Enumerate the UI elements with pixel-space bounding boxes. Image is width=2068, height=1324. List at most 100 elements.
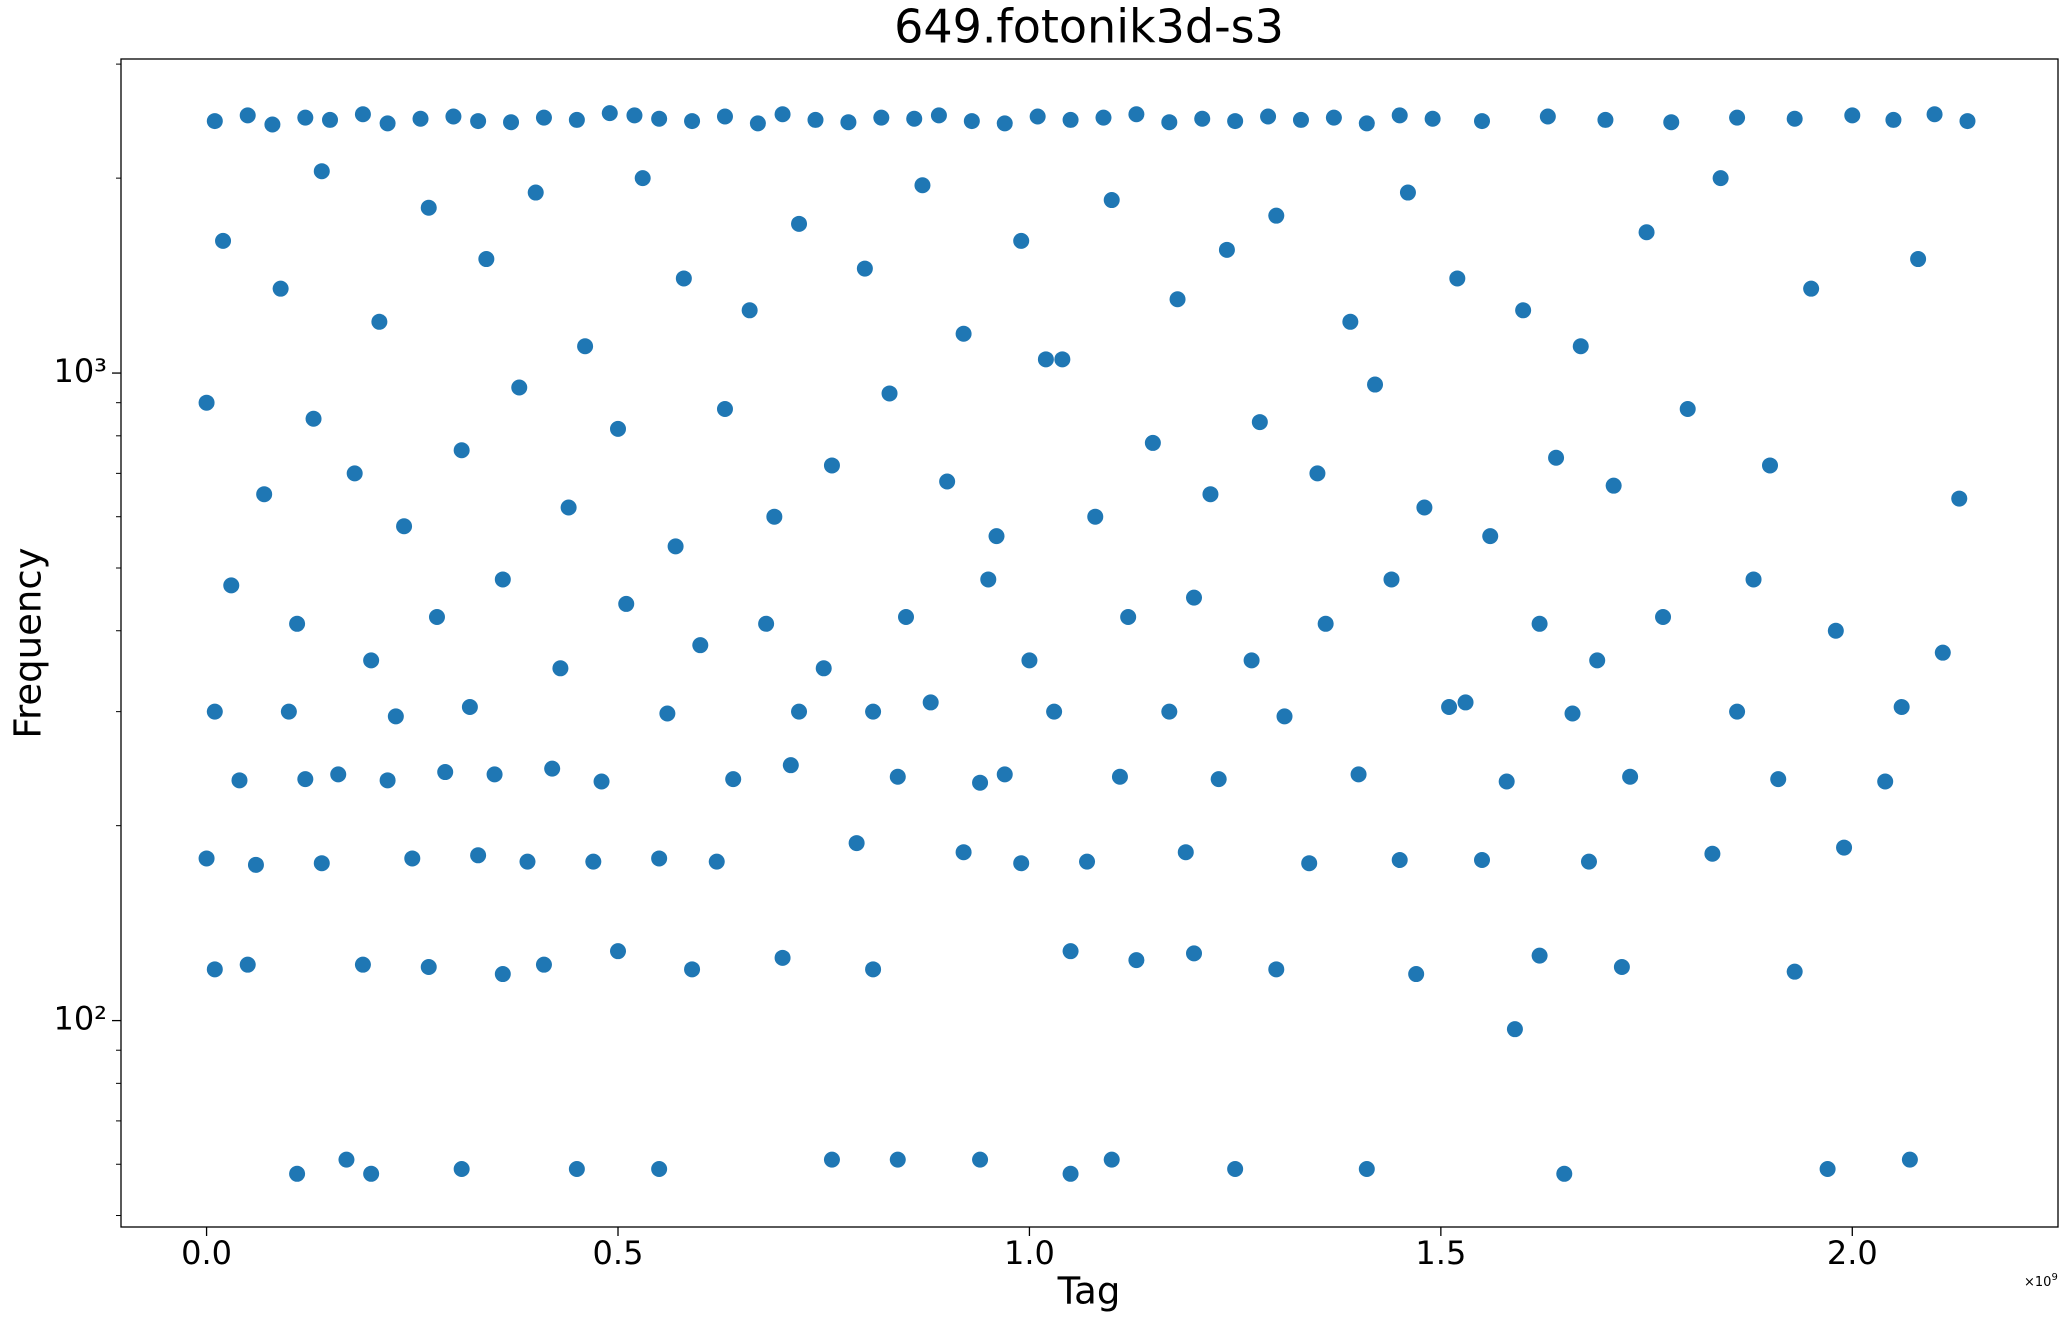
scatter-point	[223, 577, 240, 594]
scatter-point	[1819, 1160, 1836, 1177]
scatter-point	[585, 853, 602, 870]
scatter-point	[420, 958, 437, 975]
scatter-point	[684, 113, 701, 130]
scatter-point	[1613, 958, 1630, 975]
scatter-point	[1103, 1151, 1120, 1168]
scatter-point	[1062, 111, 1079, 128]
scatter-point	[1227, 1160, 1244, 1177]
scatter-point	[322, 111, 339, 128]
scatter-point	[651, 1160, 668, 1177]
scatter-point	[420, 199, 437, 216]
x-axis-label: Tag	[1057, 1270, 1121, 1313]
scatter-point	[1062, 1165, 1079, 1182]
scatter-point	[1506, 1021, 1523, 1038]
scatter-point	[470, 113, 487, 130]
scatter-point	[198, 850, 215, 867]
scatter-point	[289, 1165, 306, 1182]
scatter-point	[1227, 113, 1244, 130]
scatter-point	[1260, 108, 1277, 125]
scatter-point	[239, 107, 256, 124]
scatter-point	[980, 571, 997, 588]
scatter-point	[206, 113, 223, 130]
scatter-point	[1037, 351, 1054, 368]
scatter-point	[494, 966, 511, 983]
scatter-point	[371, 313, 388, 330]
scatter-point	[1144, 434, 1161, 451]
scatter-point	[774, 949, 791, 966]
scatter-point	[1877, 773, 1894, 790]
scatter-point	[305, 410, 322, 427]
scatter-point	[1844, 107, 1861, 124]
scatter-point	[1548, 449, 1565, 466]
y-tick-label: 10³	[53, 352, 107, 390]
scatter-point	[264, 116, 281, 133]
scatter-point	[972, 1151, 989, 1168]
scatter-point	[1177, 844, 1194, 861]
scatter-point	[1827, 622, 1844, 639]
scatter-point	[1663, 114, 1680, 131]
scatter-point	[297, 771, 314, 788]
scatter-point	[684, 961, 701, 978]
scatter-point	[1836, 839, 1853, 856]
scatter-point	[1383, 571, 1400, 588]
scatter-point	[865, 703, 882, 720]
scatter-point	[206, 703, 223, 720]
scatter-point	[470, 847, 487, 864]
x-tick-label: 2.0	[1827, 1234, 1878, 1272]
scatter-point	[1926, 106, 1943, 123]
scatter-point	[1367, 376, 1384, 393]
scatter-point	[1325, 109, 1342, 126]
scatter-point	[198, 394, 215, 411]
scatter-point	[453, 1160, 470, 1177]
scatter-point	[354, 956, 371, 973]
scatter-point	[1893, 698, 1910, 715]
scatter-point	[939, 473, 956, 490]
scatter-point	[1210, 771, 1227, 788]
x-offset-exponent: 9	[2051, 1272, 2057, 1283]
scatter-point	[428, 609, 445, 626]
scatter-point	[873, 109, 890, 126]
scatter-point	[881, 385, 898, 402]
scatter-point	[1243, 652, 1260, 669]
scatter-point	[577, 338, 594, 355]
x-tick-label: 0.0	[181, 1234, 232, 1272]
scatter-point	[363, 1165, 380, 1182]
scatter-point	[247, 856, 264, 873]
scatter-point	[610, 420, 627, 437]
scatter-point	[1095, 109, 1112, 126]
scatter-point	[1474, 852, 1491, 869]
scatter-point	[1054, 351, 1071, 368]
scatter-point	[634, 170, 651, 187]
scatter-point	[840, 114, 857, 131]
scatter-point	[1029, 108, 1046, 125]
scatter-point	[1482, 528, 1499, 545]
scatter-point	[823, 1151, 840, 1168]
scatter-point	[856, 260, 873, 277]
scatter-point	[963, 113, 980, 130]
scatter-point	[1449, 270, 1466, 287]
scatter-point	[478, 251, 495, 268]
scatter-point	[272, 280, 289, 297]
scatter-point	[1046, 703, 1063, 720]
scatter-point	[1218, 241, 1235, 258]
x-offset-base: ×10	[2024, 1275, 2051, 1290]
scatter-point	[848, 835, 865, 852]
scatter-point	[1416, 499, 1433, 516]
scatter-point	[1342, 313, 1359, 330]
scatter-point	[1589, 652, 1606, 669]
scatter-point	[791, 703, 808, 720]
scatter-point	[601, 105, 618, 122]
scatter-point	[560, 499, 577, 516]
x-offset-text: ×109	[2024, 1272, 2058, 1290]
scatter-point	[1120, 609, 1137, 626]
scatter-point	[289, 615, 306, 632]
scatter-point	[297, 109, 314, 126]
scatter-point	[1424, 110, 1441, 127]
scatter-point	[1317, 615, 1334, 632]
scatter-point	[1638, 224, 1655, 241]
scatter-point	[1292, 111, 1309, 128]
scatter-point	[379, 115, 396, 132]
scatter-point	[1712, 170, 1729, 187]
scatter-point	[1103, 192, 1120, 209]
scatter-point	[716, 108, 733, 125]
